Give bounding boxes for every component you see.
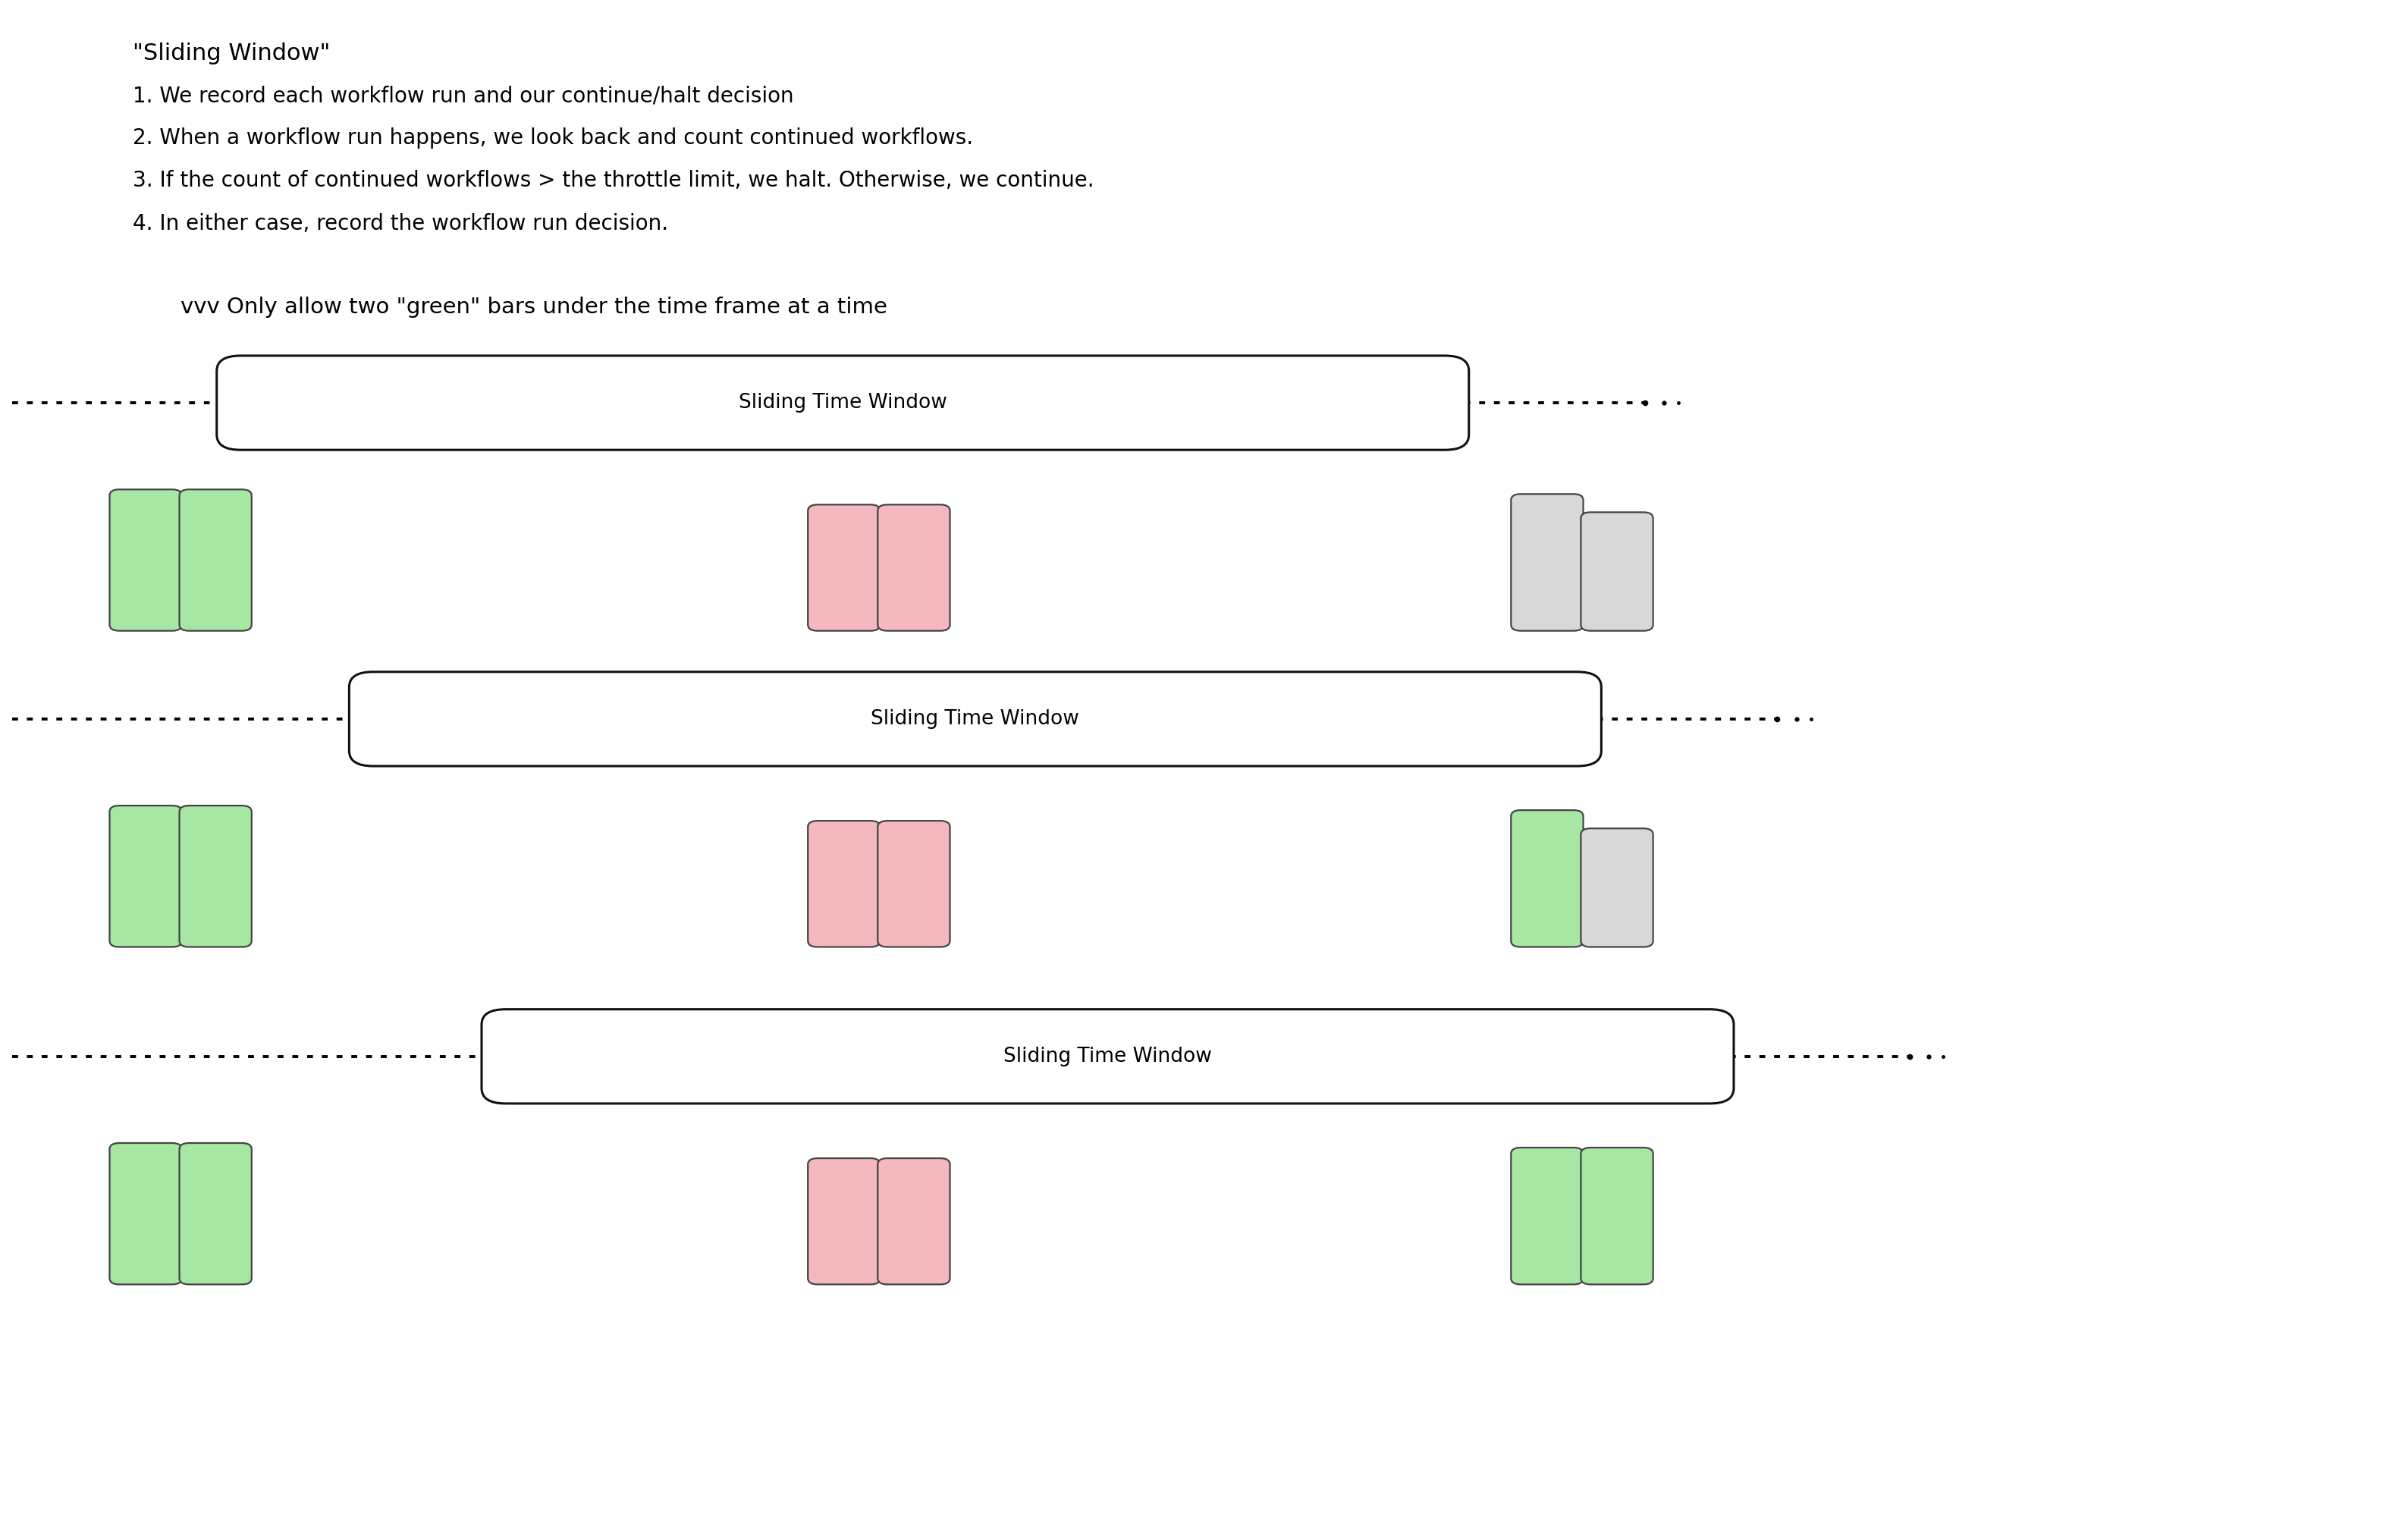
Text: Sliding Time Window: Sliding Time Window (872, 710, 1079, 728)
FancyBboxPatch shape (807, 505, 879, 631)
FancyBboxPatch shape (1582, 828, 1652, 947)
FancyBboxPatch shape (178, 806, 250, 947)
FancyBboxPatch shape (1512, 494, 1584, 631)
FancyBboxPatch shape (482, 1009, 1734, 1104)
FancyBboxPatch shape (1512, 1148, 1584, 1284)
Text: 2. When a workflow run happens, we look back and count continued workflows.: 2. When a workflow run happens, we look … (132, 128, 973, 149)
FancyBboxPatch shape (877, 821, 949, 947)
Text: 1. We record each workflow run and our continue/halt decision: 1. We record each workflow run and our c… (132, 85, 795, 106)
FancyBboxPatch shape (877, 505, 949, 631)
FancyBboxPatch shape (111, 806, 183, 947)
FancyBboxPatch shape (807, 821, 879, 947)
FancyBboxPatch shape (217, 356, 1469, 450)
FancyBboxPatch shape (1512, 810, 1584, 947)
Text: "Sliding Window": "Sliding Window" (132, 43, 330, 64)
FancyBboxPatch shape (111, 1143, 183, 1284)
FancyBboxPatch shape (111, 489, 183, 631)
Text: Sliding Time Window: Sliding Time Window (1004, 1047, 1211, 1066)
FancyBboxPatch shape (1582, 1148, 1652, 1284)
Text: Sliding Time Window: Sliding Time Window (739, 394, 946, 412)
FancyBboxPatch shape (807, 1158, 879, 1284)
FancyBboxPatch shape (178, 489, 250, 631)
Text: 4. In either case, record the workflow run decision.: 4. In either case, record the workflow r… (132, 213, 667, 234)
FancyBboxPatch shape (178, 1143, 250, 1284)
FancyBboxPatch shape (1582, 512, 1652, 631)
FancyBboxPatch shape (349, 672, 1601, 766)
Text: vvv Only allow two "green" bars under the time frame at a time: vvv Only allow two "green" bars under th… (181, 296, 889, 318)
FancyBboxPatch shape (877, 1158, 949, 1284)
Text: 3. If the count of continued workflows > the throttle limit, we halt. Otherwise,: 3. If the count of continued workflows >… (132, 170, 1093, 192)
